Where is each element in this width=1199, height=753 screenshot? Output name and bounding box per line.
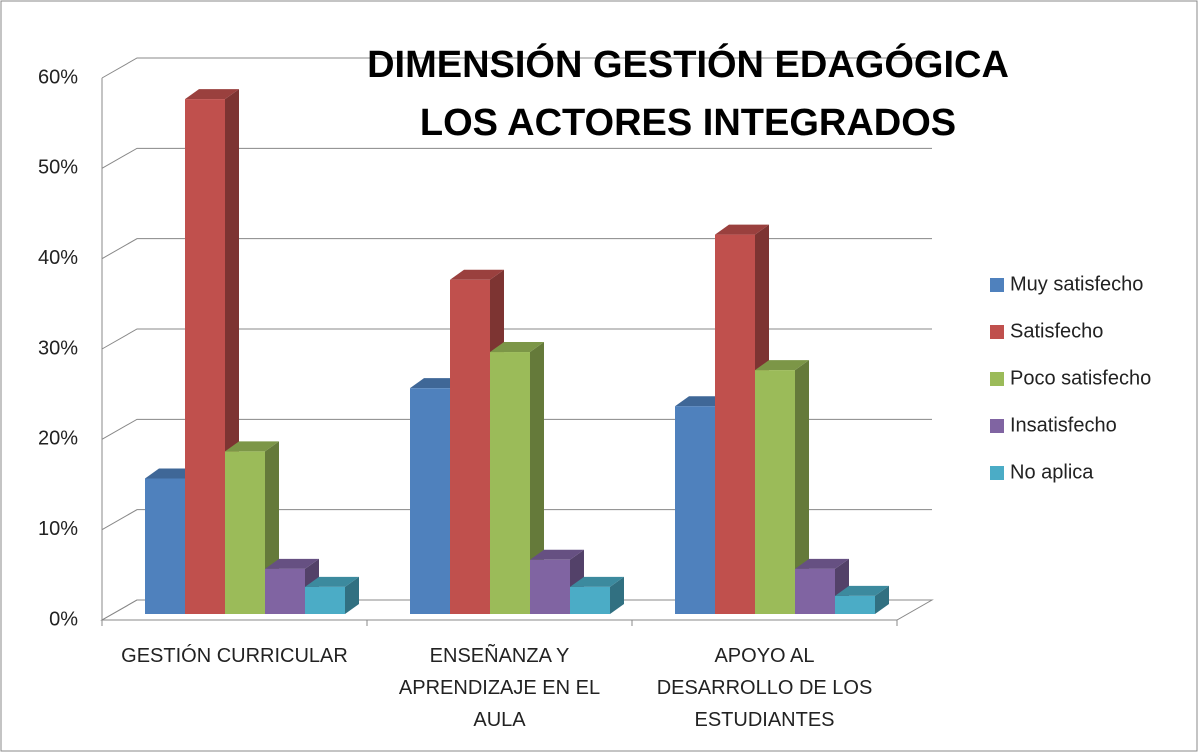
bar — [795, 568, 835, 614]
bar — [490, 352, 530, 614]
y-tick-label: 40% — [38, 247, 78, 269]
bar-top — [530, 549, 584, 560]
legend-swatch — [990, 325, 1004, 339]
bar — [450, 279, 490, 614]
legend-label: Insatisfecho — [1010, 414, 1117, 436]
y-tick-label: 20% — [38, 428, 78, 450]
grid-line — [101, 328, 932, 350]
bar — [530, 559, 570, 614]
bar-top — [305, 576, 359, 587]
chart-title: DIMENSIÓN GESTIÓN EDAGÓGICA LOS ACTORES … — [367, 44, 1009, 144]
bar-top — [755, 360, 809, 371]
bar — [225, 451, 265, 614]
bar-top — [795, 558, 849, 569]
bar-side — [530, 342, 544, 614]
bar-top — [265, 558, 319, 569]
bar-top — [570, 576, 624, 587]
bar-top — [225, 441, 279, 452]
y-tick-label: 10% — [38, 518, 78, 540]
grid-line — [101, 57, 932, 79]
legend-label: Muy satisfecho — [1010, 273, 1143, 295]
grid-line — [101, 238, 932, 260]
grid-line — [101, 147, 932, 169]
legend-swatch — [990, 372, 1004, 386]
bar — [835, 595, 875, 614]
legend-swatch — [990, 419, 1004, 433]
bar-side — [345, 576, 359, 614]
bar-side — [875, 585, 889, 614]
y-tick-label: 0% — [49, 608, 78, 630]
bar-top — [835, 585, 889, 596]
legend-label: Satisfecho — [1010, 320, 1103, 342]
x-tick-label: APOYO AL DESARROLLO DE LOS ESTUDIANTES — [656, 645, 873, 731]
bar-top — [450, 269, 504, 280]
bar — [715, 234, 755, 614]
bar — [675, 406, 715, 614]
y-tick-label: 30% — [38, 337, 78, 359]
bar — [145, 478, 185, 614]
legend-swatch — [990, 278, 1004, 292]
y-tick-label: 60% — [38, 66, 78, 88]
bar-top — [490, 342, 544, 353]
grid-line — [101, 418, 932, 440]
bar-side — [610, 576, 624, 614]
legend-label: Poco satisfecho — [1010, 367, 1151, 389]
bar-top — [715, 224, 769, 235]
bar — [185, 99, 225, 615]
x-tick-label: ENSEÑANZA Y APRENDIZAJE EN EL AULA — [398, 645, 601, 731]
bar — [410, 388, 450, 614]
bar-top — [185, 89, 239, 100]
bar-side — [795, 360, 809, 614]
bar — [265, 568, 305, 614]
x-tick-label: GESTIÓN CURRICULAR — [121, 645, 348, 667]
grid-line — [101, 599, 932, 621]
legend-swatch — [990, 466, 1004, 480]
legend-label: No aplica — [1010, 461, 1094, 483]
bar — [755, 370, 795, 614]
bar — [305, 586, 345, 614]
y-tick-label: 50% — [38, 157, 78, 179]
grid-line — [101, 509, 932, 531]
bar — [570, 586, 610, 614]
